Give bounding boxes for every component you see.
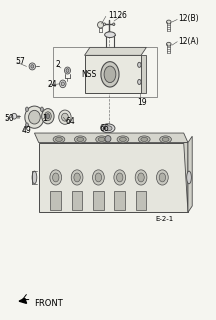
Ellipse shape xyxy=(135,170,147,185)
Circle shape xyxy=(138,62,141,68)
Text: FRONT: FRONT xyxy=(34,299,63,308)
Ellipse shape xyxy=(25,106,44,128)
Ellipse shape xyxy=(138,173,144,182)
Ellipse shape xyxy=(141,137,148,141)
Ellipse shape xyxy=(114,170,125,185)
Text: 112: 112 xyxy=(108,11,122,20)
Ellipse shape xyxy=(31,65,34,68)
Ellipse shape xyxy=(159,173,166,182)
Ellipse shape xyxy=(56,137,62,141)
Ellipse shape xyxy=(113,23,115,26)
Bar xyxy=(84,55,141,93)
Text: 24: 24 xyxy=(47,80,57,89)
Ellipse shape xyxy=(105,136,111,142)
Ellipse shape xyxy=(62,113,68,121)
Text: 50: 50 xyxy=(4,114,14,123)
Text: 12(A): 12(A) xyxy=(178,36,199,45)
Circle shape xyxy=(40,107,43,111)
Text: 12(B): 12(B) xyxy=(178,14,199,23)
Bar xyxy=(72,191,83,210)
Polygon shape xyxy=(34,133,188,142)
Ellipse shape xyxy=(29,110,40,124)
Ellipse shape xyxy=(101,62,119,87)
Text: 66: 66 xyxy=(100,124,109,133)
Ellipse shape xyxy=(157,170,168,185)
Bar xyxy=(52,47,157,97)
Ellipse shape xyxy=(104,126,112,131)
Ellipse shape xyxy=(98,22,103,28)
Ellipse shape xyxy=(61,82,64,86)
Ellipse shape xyxy=(32,171,37,184)
Circle shape xyxy=(25,123,29,127)
Text: E-2-1: E-2-1 xyxy=(155,216,173,222)
Text: 49: 49 xyxy=(22,126,31,135)
Bar xyxy=(93,191,104,210)
Ellipse shape xyxy=(96,136,108,143)
Text: 57: 57 xyxy=(15,57,25,66)
Text: 2: 2 xyxy=(56,60,60,69)
Ellipse shape xyxy=(59,110,71,124)
Ellipse shape xyxy=(138,136,150,143)
Ellipse shape xyxy=(117,136,129,143)
Ellipse shape xyxy=(108,32,111,35)
Ellipse shape xyxy=(95,173,102,182)
Ellipse shape xyxy=(42,108,54,124)
Ellipse shape xyxy=(77,137,84,141)
Ellipse shape xyxy=(166,20,171,24)
Bar xyxy=(50,191,61,210)
Ellipse shape xyxy=(116,173,123,182)
Ellipse shape xyxy=(74,173,80,182)
Circle shape xyxy=(46,114,50,119)
Ellipse shape xyxy=(60,80,66,88)
Polygon shape xyxy=(141,55,146,93)
Ellipse shape xyxy=(50,170,62,185)
Polygon shape xyxy=(84,47,146,55)
Ellipse shape xyxy=(162,137,169,141)
Ellipse shape xyxy=(105,32,115,37)
Ellipse shape xyxy=(98,137,105,141)
Text: 1: 1 xyxy=(42,114,47,123)
Text: 6: 6 xyxy=(122,11,127,20)
Ellipse shape xyxy=(12,113,17,119)
Polygon shape xyxy=(188,136,192,212)
Ellipse shape xyxy=(187,171,191,184)
Ellipse shape xyxy=(53,136,65,143)
Ellipse shape xyxy=(44,112,51,121)
Text: NSS: NSS xyxy=(81,70,97,79)
Text: 64: 64 xyxy=(65,117,75,126)
Bar xyxy=(39,142,188,212)
Ellipse shape xyxy=(160,136,172,143)
Circle shape xyxy=(25,107,29,111)
Ellipse shape xyxy=(29,63,35,70)
Ellipse shape xyxy=(119,137,126,141)
Ellipse shape xyxy=(166,42,171,46)
Ellipse shape xyxy=(66,69,69,72)
Ellipse shape xyxy=(103,23,105,26)
Polygon shape xyxy=(19,298,27,303)
Circle shape xyxy=(138,79,141,84)
Ellipse shape xyxy=(65,67,70,74)
Ellipse shape xyxy=(71,170,83,185)
Polygon shape xyxy=(184,142,188,212)
Ellipse shape xyxy=(52,173,59,182)
Ellipse shape xyxy=(104,66,116,83)
Ellipse shape xyxy=(75,136,86,143)
Bar xyxy=(114,191,125,210)
Bar xyxy=(136,191,146,210)
Ellipse shape xyxy=(92,170,104,185)
Text: 19: 19 xyxy=(137,99,147,108)
Ellipse shape xyxy=(101,124,115,133)
